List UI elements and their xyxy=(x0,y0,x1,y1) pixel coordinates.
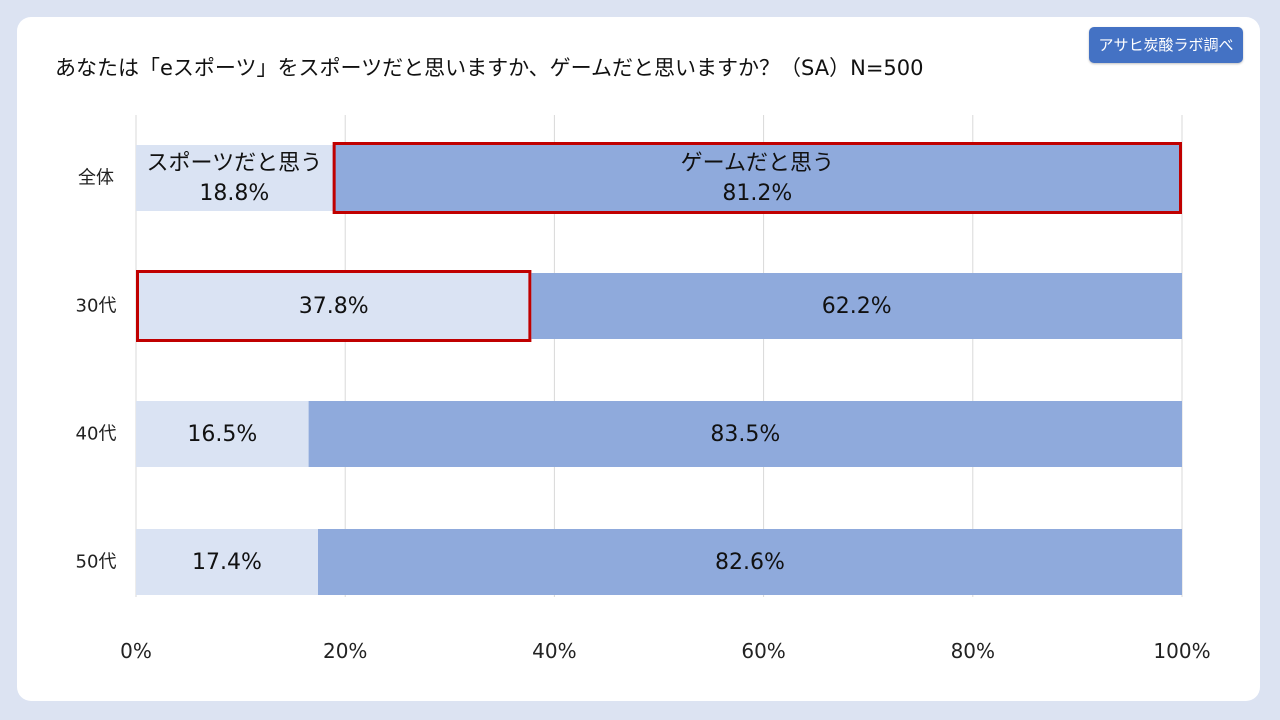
data-label: 16.5% xyxy=(187,422,257,447)
bar-segment xyxy=(531,273,1182,339)
data-label: 17.4% xyxy=(192,550,262,575)
x-tick-label: 100% xyxy=(1153,639,1210,663)
bar-segment xyxy=(136,145,333,211)
x-tick-label: 20% xyxy=(323,639,367,663)
data-label: スポーツだと思う 18.8% xyxy=(147,151,323,206)
bar-segment xyxy=(136,273,532,339)
bar-segment xyxy=(308,401,1183,467)
x-tick-label: 80% xyxy=(951,639,995,663)
x-tick-label: 40% xyxy=(532,639,576,663)
chart-title: あなたは「eスポーツ」をスポーツだと思いますか、ゲームだと思いますか？（SA）N… xyxy=(55,56,924,80)
data-label: 62.2% xyxy=(822,294,892,319)
source-badge: アサヒ炭酸ラボ調べ xyxy=(1089,27,1243,63)
highlight-outline xyxy=(332,142,1182,214)
category-label: 全体 xyxy=(78,168,114,189)
x-tick-label: 0% xyxy=(120,639,152,663)
bar-segment xyxy=(318,529,1182,595)
data-label: ゲームだと思う 81.2% xyxy=(681,151,834,206)
x-tick-label: 60% xyxy=(741,639,785,663)
bar-segment xyxy=(136,529,319,595)
bar-segment xyxy=(136,401,309,467)
highlight-outline xyxy=(136,270,532,342)
bar-segment xyxy=(332,145,1182,211)
data-label: 83.5% xyxy=(710,422,780,447)
category-label: 30代 xyxy=(76,296,117,317)
data-label: 37.8% xyxy=(299,294,369,319)
data-label: 82.6% xyxy=(715,550,785,575)
category-label: 50代 xyxy=(76,552,117,573)
category-label: 40代 xyxy=(76,424,117,445)
